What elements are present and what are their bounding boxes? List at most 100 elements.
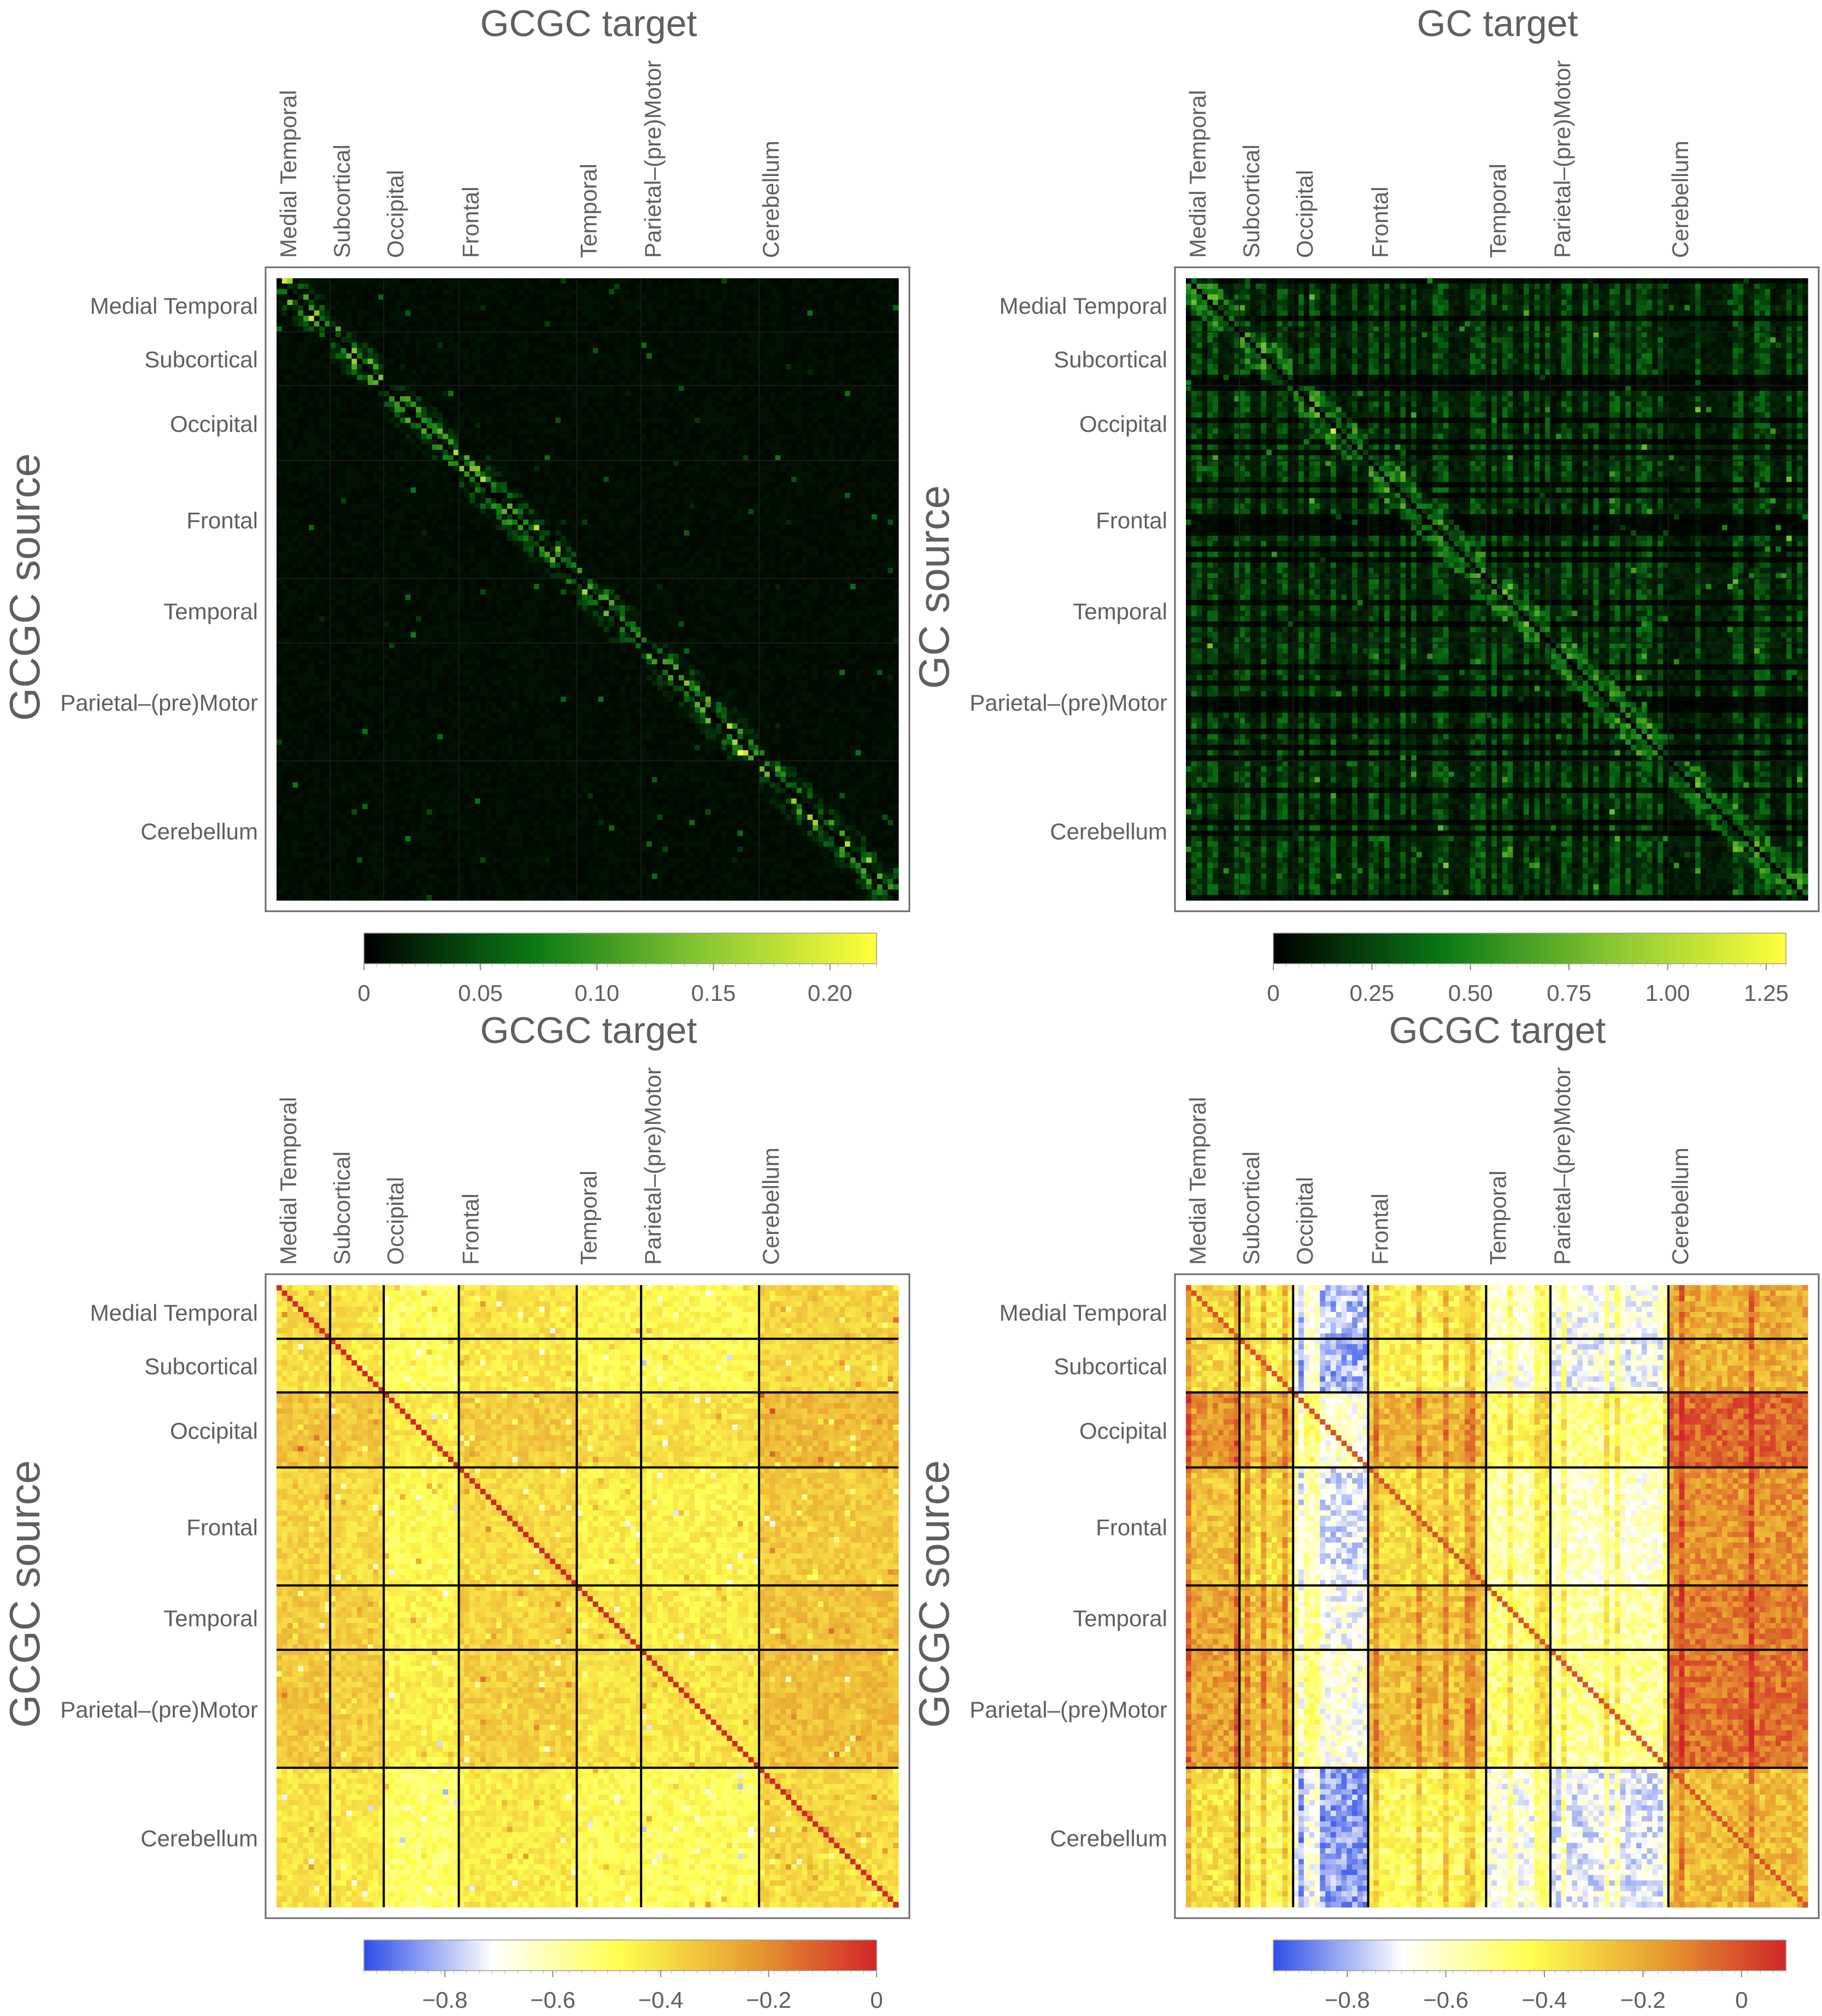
- heatmap-cell: [780, 423, 786, 429]
- heatmap-cell: [512, 353, 519, 359]
- heatmap-cell: [308, 433, 315, 439]
- heatmap-cell: [325, 380, 331, 386]
- heatmap-cell: [502, 337, 508, 343]
- heatmap-cell: [759, 476, 765, 483]
- heatmap-cell: [292, 326, 298, 332]
- heatmap-cell: [577, 359, 583, 365]
- heatmap-cell: [673, 321, 679, 327]
- heatmap-cell: [775, 476, 781, 483]
- heatmap-cell: [560, 283, 567, 290]
- heatmap-cell: [748, 493, 754, 499]
- heatmap-cell: [619, 278, 626, 284]
- heatmap-cell: [571, 359, 577, 365]
- heatmap-cell: [844, 471, 851, 477]
- heatmap-cell: [512, 380, 519, 386]
- heatmap-cell: [528, 493, 534, 499]
- heatmap-cell: [346, 359, 352, 365]
- heatmap-cell: [533, 353, 540, 359]
- heatmap-cell: [566, 342, 572, 349]
- heatmap-cell: [523, 455, 529, 461]
- heatmap-cell: [394, 315, 401, 322]
- heatmap-cell: [351, 283, 357, 290]
- heatmap-cell: [695, 305, 701, 311]
- heatmap-cell: [480, 359, 486, 365]
- heatmap-cell: [893, 289, 899, 295]
- heatmap-cell: [378, 423, 384, 429]
- heatmap-cell: [448, 348, 454, 354]
- heatmap-cell: [791, 283, 797, 290]
- heatmap-cell: [523, 482, 529, 488]
- heatmap-cell: [732, 332, 738, 338]
- heatmap-cell: [662, 487, 668, 494]
- heatmap-cell: [480, 300, 486, 306]
- heatmap-cell: [888, 321, 894, 327]
- heatmap-cell: [287, 353, 293, 359]
- heatmap-cell: [888, 487, 894, 494]
- heatmap-cell: [619, 482, 626, 488]
- heatmap-cell: [592, 294, 599, 300]
- heatmap-cell: [303, 476, 309, 483]
- heatmap-cell: [823, 278, 830, 284]
- heatmap-cell: [609, 444, 615, 450]
- heatmap-cell: [791, 374, 797, 380]
- heatmap-cell: [646, 444, 653, 450]
- heatmap-cell: [785, 493, 792, 499]
- heatmap-cell: [432, 278, 438, 284]
- heatmap-cell: [373, 396, 379, 402]
- heatmap-cell: [700, 455, 706, 461]
- heatmap-cell: [678, 300, 685, 306]
- heatmap-cell: [609, 294, 615, 300]
- heatmap-cell: [437, 412, 443, 418]
- heatmap-cell: [754, 300, 760, 306]
- heatmap-cell: [791, 487, 797, 494]
- heatmap-cell: [636, 407, 642, 413]
- heatmap-cell: [716, 385, 722, 391]
- heatmap-cell: [603, 418, 609, 424]
- heatmap-cell: [416, 348, 422, 354]
- heatmap-cell: [619, 428, 626, 435]
- heatmap-cell: [378, 310, 384, 317]
- heatmap-cell: [871, 359, 878, 365]
- heatmap-cell: [298, 407, 304, 413]
- heatmap-cell: [877, 498, 883, 504]
- heatmap-cell: [550, 444, 556, 450]
- heatmap-cell: [410, 476, 416, 483]
- heatmap-cell: [453, 466, 460, 472]
- heatmap-cell: [791, 423, 797, 429]
- heatmap-cell: [871, 396, 878, 402]
- heatmap-cell: [367, 353, 374, 359]
- heatmap-cell: [325, 337, 331, 343]
- heatmap-cell: [577, 423, 583, 429]
- heatmap-cell: [421, 337, 427, 343]
- heatmap-cell: [695, 439, 701, 445]
- heatmap-cell: [474, 433, 481, 439]
- heatmap-cell: [834, 315, 840, 322]
- heatmap-cell: [695, 342, 701, 349]
- heatmap-cell: [689, 342, 695, 349]
- heatmap-cell: [308, 342, 315, 349]
- heatmap-cell: [384, 493, 390, 499]
- heatmap-cell: [839, 433, 845, 439]
- heatmap-cell: [651, 493, 658, 499]
- heatmap-cell: [410, 493, 416, 499]
- heatmap-cell: [357, 369, 363, 376]
- heatmap-cell: [754, 369, 760, 376]
- heatmap-cell: [748, 332, 754, 338]
- heatmap-cell: [582, 289, 588, 295]
- heatmap-cell: [716, 374, 722, 380]
- heatmap-cell: [657, 369, 663, 376]
- heatmap-cell: [308, 423, 315, 429]
- heatmap-cell: [823, 353, 830, 359]
- heatmap-cell: [743, 348, 749, 354]
- heatmap-cell: [491, 326, 497, 332]
- heatmap-cell: [813, 364, 819, 370]
- heatmap-cell: [866, 428, 872, 435]
- heatmap-cell: [507, 503, 513, 509]
- heatmap-cell: [319, 498, 325, 504]
- heatmap-cell: [308, 439, 315, 445]
- heatmap-cell: [502, 364, 508, 370]
- heatmap-cell: [384, 283, 390, 290]
- heatmap-cell: [319, 412, 325, 418]
- heatmap-cell: [346, 332, 352, 338]
- heatmap-cell: [657, 278, 663, 284]
